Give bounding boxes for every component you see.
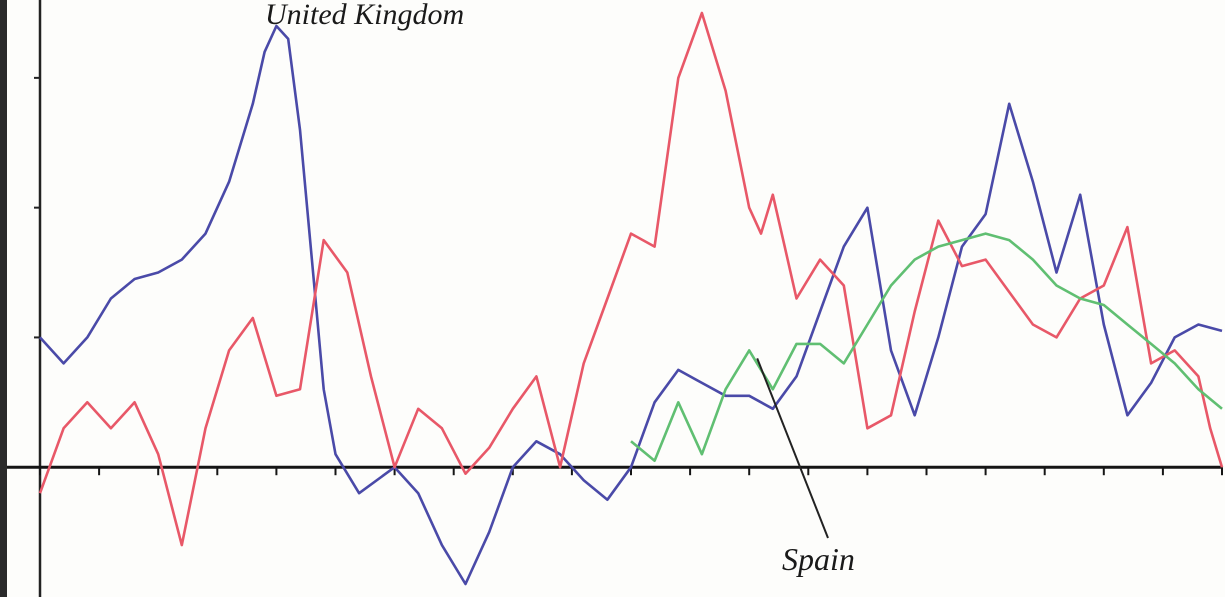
annotations: United Kingdom Spain: [265, 0, 855, 577]
series-line-united-kingdom: [39, 24, 1223, 586]
series-lines: [38, 11, 1224, 586]
series-line-series-2: [38, 11, 1224, 547]
series-line-spain: [630, 232, 1223, 463]
spain-pointer-line: [756, 358, 829, 539]
label-spain: Spain: [782, 541, 855, 577]
label-united-kingdom: United Kingdom: [265, 0, 464, 31]
left-border: [0, 0, 7, 597]
